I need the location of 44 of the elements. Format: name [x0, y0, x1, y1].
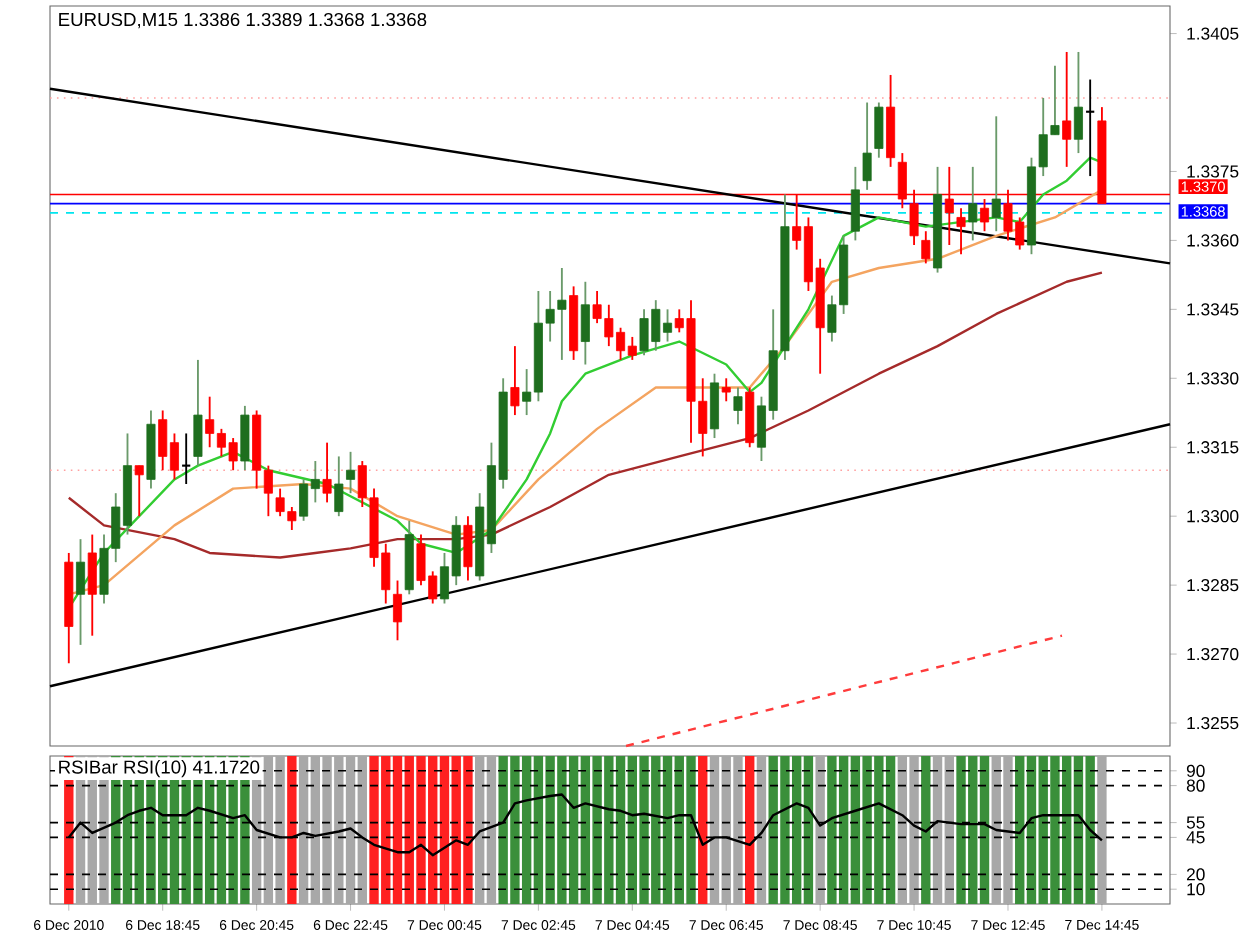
candlestick — [322, 441, 332, 504]
candlestick — [733, 386, 743, 426]
y-tick-label: 10 — [1187, 883, 1205, 896]
y-tick-label: 1.3285 — [1187, 579, 1239, 592]
candlestick — [968, 165, 978, 242]
y-tick-label: 1.3330 — [1187, 372, 1239, 385]
y-tick-label: 55 — [1186, 816, 1205, 829]
y-tick-label: 1.3300 — [1187, 510, 1239, 523]
y-tick-label: 45 — [1186, 831, 1205, 844]
candlestick — [463, 515, 473, 582]
y-tick-label: 1.3375 — [1187, 165, 1239, 178]
y-tick-label: 90 — [1186, 764, 1205, 777]
candlestick — [1062, 51, 1072, 168]
candlestick — [510, 345, 520, 417]
y-tick-label: 1.3405 — [1187, 27, 1239, 40]
candlestick — [134, 464, 144, 518]
candlestick — [980, 198, 990, 233]
candlestick — [956, 207, 966, 256]
candlestick — [334, 455, 344, 518]
candlestick — [346, 450, 356, 495]
y-tick-label: 1.3255 — [1187, 716, 1239, 730]
candlestick — [874, 101, 884, 159]
candlestick — [709, 372, 719, 439]
candlestick — [193, 358, 203, 467]
y-tick-label: 80 — [1186, 779, 1205, 792]
candlestick — [1073, 51, 1083, 155]
candlestick — [721, 377, 731, 403]
y-tick-label: 1.3270 — [1187, 647, 1239, 661]
y-tick-label: 1.3345 — [1187, 303, 1239, 316]
candlestick — [862, 101, 872, 191]
y-tick-label: 1.3315 — [1187, 441, 1239, 454]
candlestick — [580, 280, 590, 366]
y-tick-label: 1.3360 — [1187, 234, 1239, 247]
candlestick — [393, 579, 403, 642]
candlestick — [76, 538, 86, 646]
candlestick — [850, 165, 860, 242]
chart-title: EURUSD,M15 1.3386 1.3389 1.3368 1.3368 — [59, 12, 427, 29]
line-series — [67, 271, 1104, 559]
candlestick — [87, 533, 97, 637]
y-tick-label: 20 — [1186, 868, 1205, 881]
candlestick — [991, 115, 1001, 233]
candlestick — [240, 404, 250, 472]
candlestick — [921, 230, 931, 265]
chart-title: RSIBar RSI(10) 41.1720 — [59, 759, 260, 778]
